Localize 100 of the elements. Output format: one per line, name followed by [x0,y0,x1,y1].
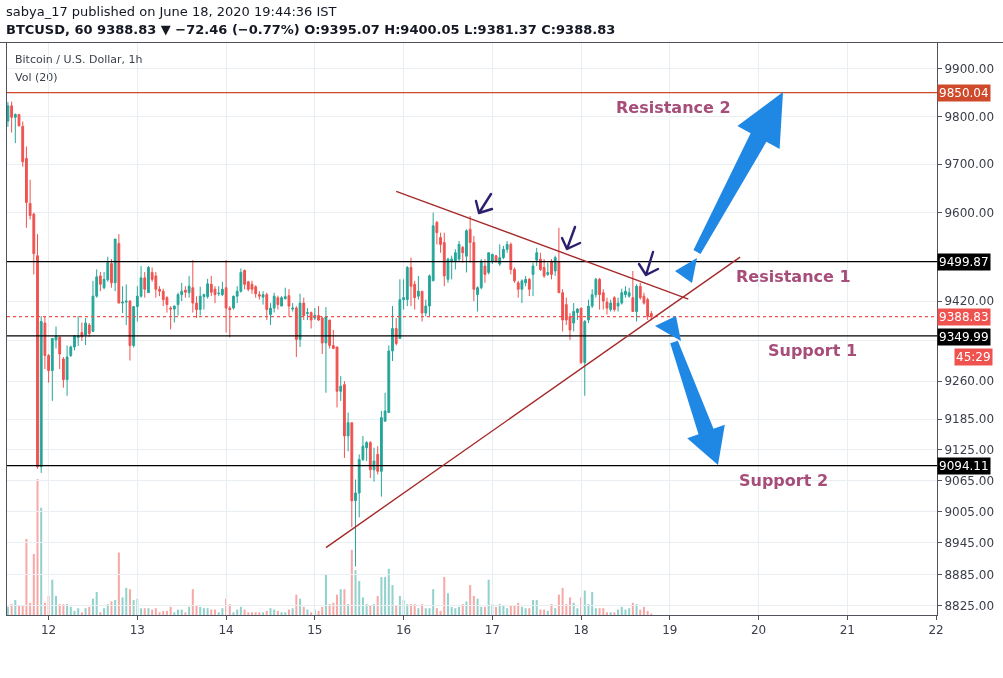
bar [99,612,102,615]
bar [269,608,272,615]
bar [302,606,305,615]
candlestick [254,284,258,299]
candlestick [84,317,87,346]
bar [594,608,597,615]
candlestick [598,277,601,311]
bar [165,610,168,615]
bar [350,549,353,615]
bar [77,608,80,615]
y-tick-label: 9065.00 [944,473,995,488]
candlestick [635,283,638,322]
candlestick [243,268,246,290]
bar [180,609,183,615]
candlestick [217,285,221,297]
bar [147,608,150,615]
candlestick [61,356,65,389]
x-tick-label: 15 [307,623,323,638]
x-tick-label: 22 [928,623,944,638]
bar [646,610,649,615]
bar [250,612,253,615]
candlestick [516,280,520,299]
bar [162,610,165,615]
y-tick-label: 9125.00 [944,442,995,457]
x-tick-label: 21 [839,623,855,638]
candlestick [110,258,113,289]
bar [191,589,194,615]
candlestick [553,255,557,277]
x-tick-label: 13 [129,623,145,638]
candlestick [143,271,147,299]
bar [36,479,39,615]
candlestick [609,299,613,313]
bar [177,609,180,615]
ref-line-label: 9349.99 [939,330,989,344]
candlestick [416,275,420,301]
text: Bitcoin / U.S. Dollar, 1h [15,53,143,67]
bar [454,608,457,615]
candlestick [572,302,576,332]
bar [624,609,627,615]
bar [380,576,383,615]
bar [280,612,283,615]
y-tick-label: 9900.00 [944,62,995,77]
bar [254,612,257,615]
candlestick [98,271,102,292]
bar [151,609,154,615]
bar [324,574,327,615]
bar [199,606,202,615]
bar [25,538,28,615]
candlestick [398,278,402,339]
candlestick [631,270,635,313]
bar [628,608,631,615]
bar [321,606,324,615]
candlestick [627,287,631,299]
bar [7,606,9,615]
candlestick [365,440,369,462]
bar [343,589,346,615]
bar [184,612,187,615]
x-tick-label: 20 [750,623,767,638]
candlestick [483,258,487,284]
bar [84,608,87,615]
bar [258,612,261,615]
bar [88,606,91,615]
bar [487,579,490,615]
x-tick-label: 19 [662,623,678,638]
chart-title: BTCUSD, 60 9388.83 ▼ −72.46 (−0.77%) O:9395.07 H:9400.05 L:9381.37 C:9388.83 [6,22,616,38]
bar [428,608,431,615]
bar [554,608,557,615]
candlestick [147,265,150,294]
candlestick [313,307,317,321]
candlestick [638,282,642,301]
y-tick-label: 9260.00 [944,374,995,389]
candlestick [405,265,409,307]
bar [417,608,420,615]
candlestick [372,447,376,483]
candlestick [368,440,372,479]
y-tick-label: 8885.00 [944,567,995,582]
annotation: Support 2 [739,471,829,490]
bar [206,608,209,615]
candlestick [257,290,261,301]
bar [158,612,161,615]
candlestick [187,275,191,299]
bar [598,608,601,615]
candlestick [461,245,465,264]
x-tick-label: 17 [484,623,500,638]
bar [217,612,220,615]
candlestick [191,259,195,314]
candlestick [409,257,413,307]
bar [613,612,616,615]
candlestick [250,280,254,295]
candlestick [446,257,450,284]
candlestick [350,422,354,528]
bar [317,610,320,615]
bar [602,608,605,615]
candlestick [261,290,265,306]
candlestick [13,112,17,144]
bar [539,609,542,615]
candlestick [346,412,350,452]
candlestick [494,254,498,264]
bar [469,585,472,615]
bar [80,612,83,615]
